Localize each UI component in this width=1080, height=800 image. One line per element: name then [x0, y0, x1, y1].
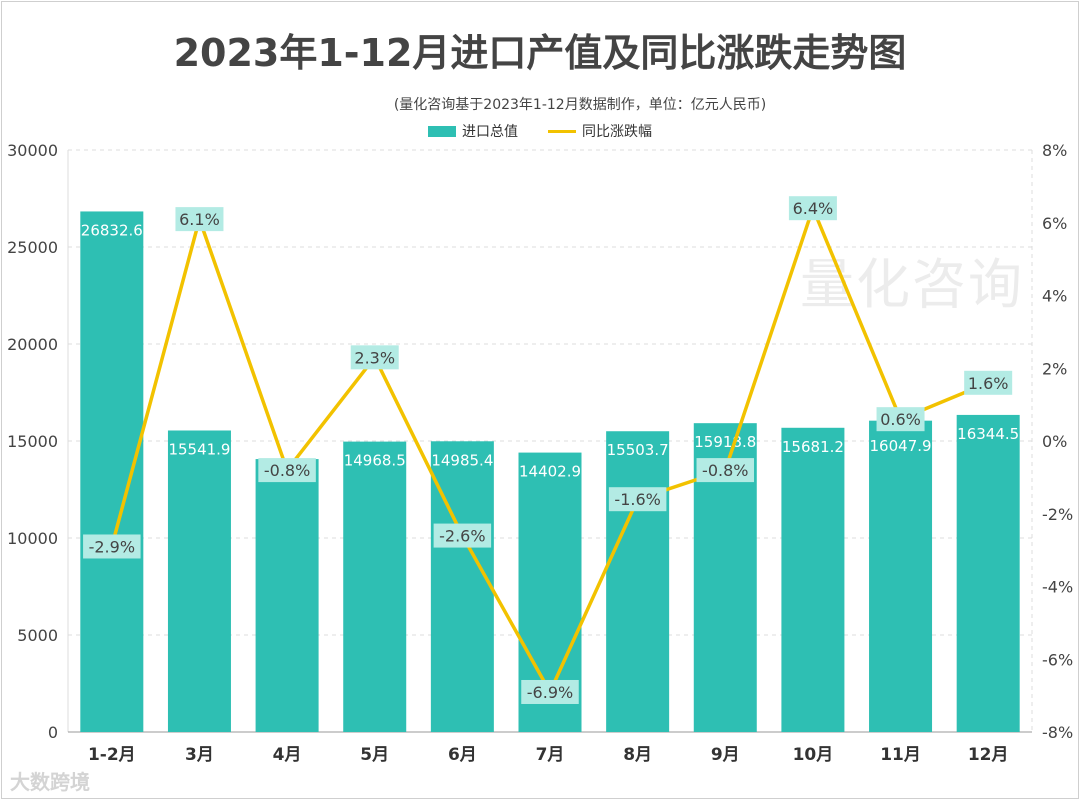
y-left-tick-label: 0	[48, 723, 58, 742]
line-data-label: -0.8%	[264, 461, 310, 480]
line-label-box	[696, 458, 755, 483]
y-right-tick-label: -8%	[1042, 723, 1073, 742]
x-tick-label: 5月	[360, 745, 389, 765]
y-right-tick-label: -6%	[1042, 650, 1073, 669]
bar-data-label: 15681.2	[782, 438, 844, 456]
y-left-tick-label: 20000	[7, 335, 58, 354]
line-data-label: -1.6%	[614, 490, 660, 509]
x-tick-label: 7月	[536, 745, 565, 765]
bar-data-label: 14985.4	[431, 451, 493, 469]
bar-data-label: 15503.7	[607, 441, 669, 459]
x-tick-label: 8月	[623, 745, 652, 765]
x-tick-label: 1-2月	[88, 745, 136, 765]
line-label-box	[788, 196, 837, 221]
line-label-box	[964, 370, 1013, 395]
bar-data-label: 14402.9	[519, 463, 581, 481]
x-tick-label: 9月	[711, 745, 740, 765]
line-data-label: 1.6%	[968, 374, 1009, 393]
line-label-box	[350, 345, 399, 370]
line-data-label: 2.3%	[354, 348, 395, 367]
legend-label: 进口总值	[462, 124, 518, 140]
line-data-label: 6.1%	[179, 210, 220, 229]
x-tick-label: 11月	[880, 745, 921, 765]
y-right-tick-label: 8%	[1042, 141, 1067, 160]
line-label-box	[83, 534, 141, 559]
chart-title: 2023年1-12月进口产值及同比涨跌走势图	[173, 31, 907, 75]
line-data-label: -0.8%	[702, 461, 748, 480]
bar	[343, 441, 407, 732]
bar-data-label: 14968.5	[344, 452, 406, 470]
y-left-tick-label: 30000	[7, 141, 58, 160]
y-left-tick-label: 10000	[7, 529, 58, 548]
bar	[80, 211, 144, 732]
line-label-box	[521, 679, 579, 704]
y-right-tick-label: 2%	[1042, 359, 1067, 378]
legend: 进口总值 同比涨跌幅	[0, 121, 1080, 141]
y-left-tick-label: 15000	[7, 432, 58, 451]
bar	[781, 427, 845, 732]
bar	[430, 441, 494, 732]
bar-data-label: 15918.8	[694, 433, 756, 451]
y-right-tick-label: -2%	[1042, 505, 1073, 524]
bar-data-label: 26832.6	[81, 221, 143, 239]
line-data-label: -2.9%	[89, 537, 135, 556]
line-label-box	[876, 407, 925, 432]
y-right-tick-label: 6%	[1042, 214, 1067, 233]
legend-swatch-line	[548, 129, 576, 133]
line-label-box	[175, 207, 224, 232]
x-tick-label: 10月	[793, 745, 834, 765]
bar-data-label: 16344.5	[957, 425, 1019, 443]
x-tick-label: 12月	[968, 745, 1009, 765]
y-left-tick-label: 5000	[17, 626, 58, 645]
x-tick-label: 6月	[448, 745, 477, 765]
bar	[255, 459, 319, 732]
line-label-box	[258, 458, 316, 483]
line-data-label: 6.4%	[793, 199, 834, 218]
line-data-label: -6.9%	[527, 683, 573, 702]
y-right-tick-label: 0%	[1042, 432, 1067, 451]
legend-item-bar[interactable]: 进口总值	[428, 121, 518, 141]
bar-data-label: 15541.9	[168, 440, 230, 458]
legend-label: 同比涨跌幅	[582, 124, 652, 140]
line-data-label: 0.6%	[880, 410, 921, 429]
bar	[956, 414, 1020, 732]
line-label-box	[608, 487, 667, 512]
chart-subtitle: (量化咨询基于2023年1-12月数据制作，单位：亿元人民币)	[393, 97, 767, 113]
x-tick-label: 3月	[185, 745, 214, 765]
line-label-box	[433, 523, 492, 548]
y-left-tick-label: 25000	[7, 238, 58, 257]
legend-swatch-bar	[428, 125, 456, 137]
legend-item-line[interactable]: 同比涨跌幅	[548, 121, 652, 141]
bar	[606, 431, 670, 732]
bar	[869, 420, 933, 732]
bar	[167, 430, 231, 732]
logo: 大数跨境	[10, 770, 90, 794]
bar-data-label: 16047.9	[870, 437, 932, 455]
y-right-tick-label: -4%	[1042, 578, 1073, 597]
x-tick-label: 4月	[273, 745, 302, 765]
y-right-tick-label: 4%	[1042, 287, 1067, 306]
line-data-label: -2.6%	[439, 527, 485, 546]
